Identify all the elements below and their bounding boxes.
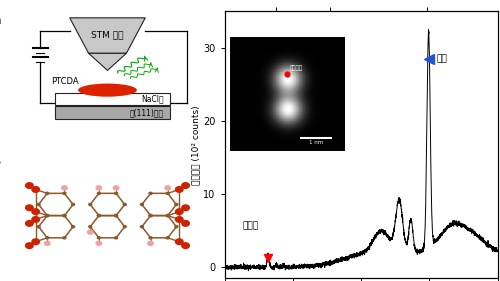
Circle shape <box>37 226 40 228</box>
Circle shape <box>166 214 169 217</box>
Circle shape <box>32 217 40 222</box>
Circle shape <box>32 187 40 192</box>
Circle shape <box>182 221 190 226</box>
Circle shape <box>140 226 143 228</box>
Circle shape <box>175 226 178 228</box>
Circle shape <box>32 239 40 244</box>
Circle shape <box>149 214 152 217</box>
Circle shape <box>26 243 33 248</box>
Circle shape <box>166 237 169 239</box>
Polygon shape <box>70 18 146 53</box>
Text: 蛍光: 蛍光 <box>437 54 448 63</box>
Text: りん光: りん光 <box>242 222 258 231</box>
Text: PTCDA: PTCDA <box>51 77 78 86</box>
Circle shape <box>89 203 92 206</box>
Circle shape <box>46 192 48 194</box>
Circle shape <box>114 214 117 217</box>
Circle shape <box>96 186 102 190</box>
Circle shape <box>114 186 119 190</box>
Circle shape <box>46 214 48 217</box>
Circle shape <box>176 209 183 214</box>
FancyBboxPatch shape <box>55 93 170 105</box>
Circle shape <box>182 243 190 248</box>
Circle shape <box>140 203 143 206</box>
Text: NaCl膜: NaCl膜 <box>142 95 164 104</box>
Circle shape <box>149 237 152 239</box>
Ellipse shape <box>78 83 137 97</box>
Circle shape <box>63 237 66 239</box>
Circle shape <box>175 203 178 206</box>
Circle shape <box>63 214 66 217</box>
Circle shape <box>176 239 183 244</box>
Y-axis label: 発光強度 (10² counts): 発光強度 (10² counts) <box>192 105 200 185</box>
Circle shape <box>26 205 33 210</box>
Text: 銀(111)基板: 銀(111)基板 <box>130 108 164 117</box>
Circle shape <box>176 187 183 192</box>
Circle shape <box>182 205 190 210</box>
Text: STM 探針: STM 探針 <box>91 30 124 39</box>
Circle shape <box>44 241 50 245</box>
Circle shape <box>46 214 48 217</box>
Circle shape <box>149 192 152 194</box>
Polygon shape <box>88 53 126 71</box>
Circle shape <box>72 226 74 228</box>
Circle shape <box>32 209 40 214</box>
FancyBboxPatch shape <box>55 106 170 119</box>
Circle shape <box>88 230 93 234</box>
Circle shape <box>98 214 100 217</box>
Circle shape <box>98 214 100 217</box>
Circle shape <box>182 183 190 188</box>
Circle shape <box>123 226 126 228</box>
Circle shape <box>123 203 126 206</box>
Circle shape <box>37 203 40 206</box>
Circle shape <box>98 237 100 239</box>
Circle shape <box>166 214 169 217</box>
Circle shape <box>114 214 117 217</box>
Circle shape <box>26 183 33 188</box>
Circle shape <box>26 221 33 226</box>
Circle shape <box>46 237 48 239</box>
Circle shape <box>148 241 154 245</box>
Circle shape <box>98 192 100 194</box>
Circle shape <box>96 241 102 245</box>
Circle shape <box>165 186 170 190</box>
Text: b: b <box>0 156 1 169</box>
Circle shape <box>114 192 117 194</box>
Circle shape <box>63 214 66 217</box>
Circle shape <box>176 217 183 222</box>
Circle shape <box>166 192 169 194</box>
Circle shape <box>72 203 74 206</box>
Circle shape <box>62 186 67 190</box>
Circle shape <box>63 192 66 194</box>
Circle shape <box>114 237 117 239</box>
Circle shape <box>89 226 92 228</box>
Circle shape <box>149 214 152 217</box>
